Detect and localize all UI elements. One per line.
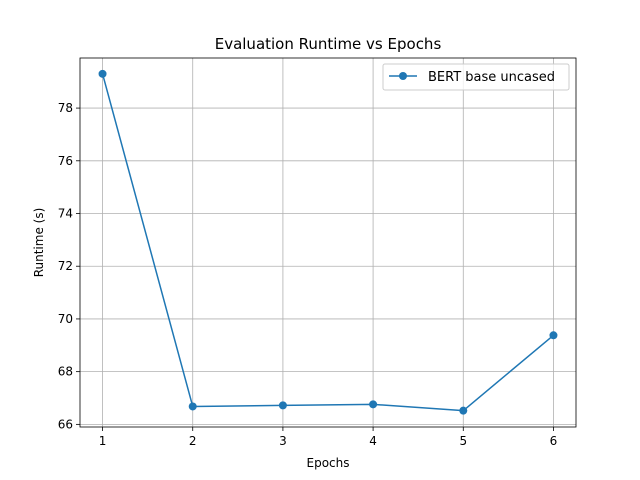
- x-tick-label: 6: [550, 434, 558, 448]
- series-line: [101, 73, 554, 412]
- legend-marker-swatch: [399, 72, 407, 80]
- y-tick-label: 72: [58, 259, 73, 273]
- data-point: [188, 402, 197, 411]
- data-point: [278, 401, 287, 410]
- legend: BERT base uncased: [382, 63, 570, 91]
- x-tick-label: 1: [99, 434, 107, 448]
- grid: [80, 58, 576, 427]
- legend-entry-label: BERT base uncased: [428, 70, 555, 85]
- data-point: [369, 400, 378, 409]
- x-tick-label: 3: [279, 434, 287, 448]
- y-axis-label: Runtime (s): [32, 208, 46, 278]
- y-tick-label: 74: [58, 207, 73, 221]
- x-tick-label: 4: [369, 434, 377, 448]
- y-tick-label: 66: [58, 417, 73, 431]
- chart-title: Evaluation Runtime vs Epochs: [215, 35, 442, 53]
- y-tick-label: 70: [58, 312, 73, 326]
- y-tick-label: 78: [58, 101, 73, 115]
- x-tick-label: 2: [189, 434, 197, 448]
- y-tick-label: 68: [58, 365, 73, 379]
- data-point: [98, 69, 107, 78]
- series-layer: [98, 69, 558, 415]
- plot-area-frame: [79, 57, 577, 428]
- legend-box: [382, 63, 570, 91]
- data-point: [549, 331, 558, 340]
- data-point: [459, 406, 468, 415]
- y-tick-label: 76: [58, 154, 73, 168]
- x-tick-label: 5: [459, 434, 467, 448]
- x-axis-label: Epochs: [307, 456, 350, 470]
